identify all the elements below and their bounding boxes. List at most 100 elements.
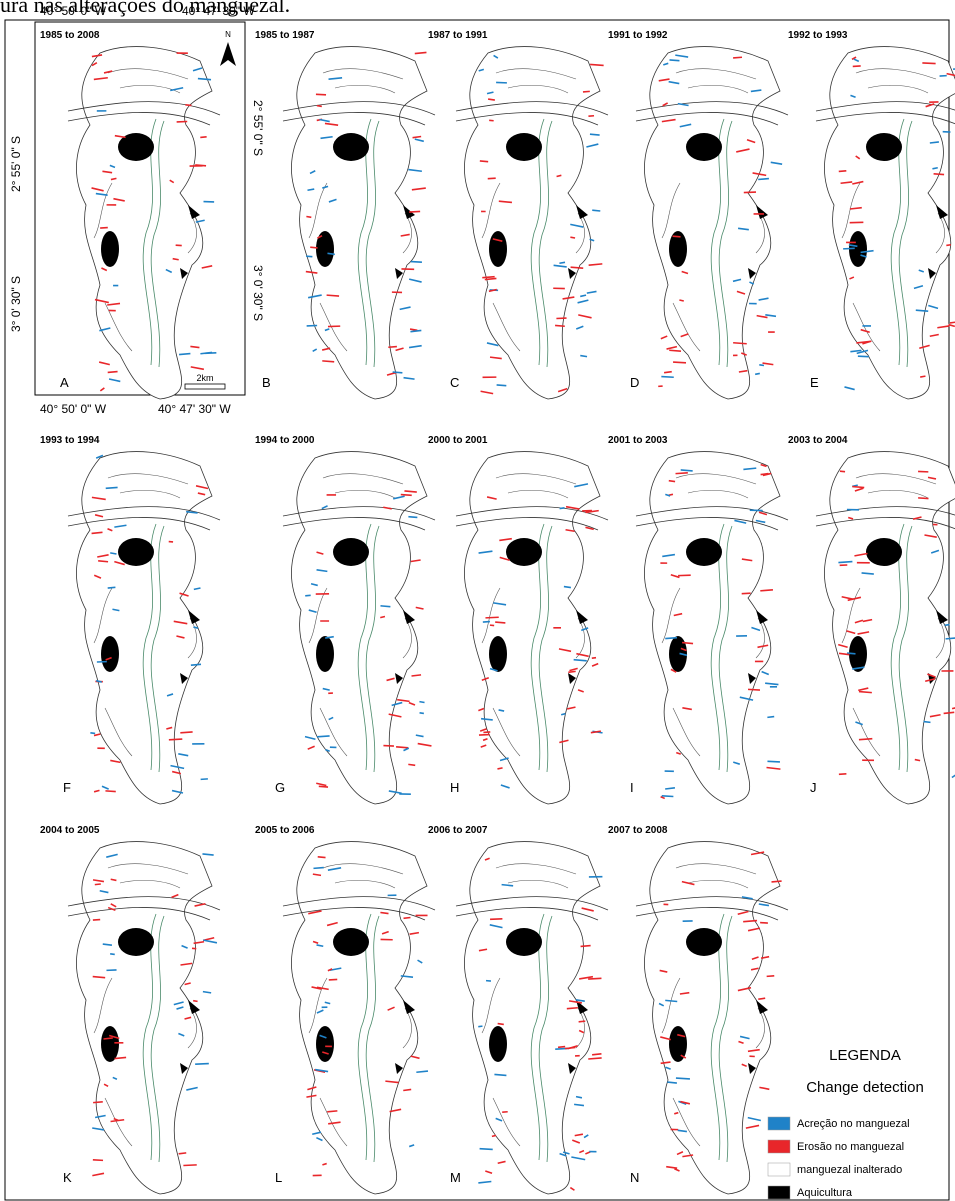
change-mark	[747, 1116, 761, 1122]
panel-letter: E	[810, 375, 819, 390]
change-mark	[308, 609, 317, 614]
change-mark	[849, 276, 855, 280]
change-mark	[114, 524, 127, 528]
change-mark	[489, 356, 502, 360]
change-mark	[107, 906, 116, 912]
change-mark	[856, 349, 869, 355]
change-mark	[736, 290, 746, 295]
map	[67, 841, 221, 1195]
change-mark	[759, 1086, 770, 1091]
map-panel: 1987 to 1991 C	[428, 30, 609, 400]
change-mark	[171, 770, 182, 775]
change-mark	[585, 509, 599, 514]
panel-title: 2000 to 2001	[428, 435, 488, 446]
change-mark	[852, 180, 864, 185]
change-mark	[383, 506, 392, 510]
change-mark	[404, 490, 417, 493]
change-mark	[585, 526, 594, 531]
change-mark	[758, 997, 766, 1000]
change-mark	[91, 496, 106, 501]
change-mark	[412, 135, 422, 139]
change-mark	[403, 1088, 412, 1092]
change-mark	[411, 187, 426, 191]
change-mark	[669, 59, 680, 62]
change-mark	[673, 361, 687, 364]
change-mark	[846, 652, 856, 655]
change-mark	[665, 636, 678, 640]
change-mark	[478, 1025, 483, 1028]
panel-title: 1985 to 1987	[255, 30, 315, 41]
change-mark	[497, 1160, 506, 1165]
change-mark	[306, 1094, 317, 1098]
change-mark	[660, 796, 666, 800]
change-mark	[571, 1156, 586, 1161]
change-mark	[767, 760, 780, 763]
change-mark	[408, 701, 416, 706]
change-mark	[848, 244, 858, 248]
panel-title: 2003 to 2004	[788, 435, 848, 446]
change-mark	[103, 1083, 109, 1088]
change-mark	[838, 169, 847, 173]
change-mark	[114, 134, 126, 139]
change-mark	[937, 325, 950, 329]
change-mark	[195, 485, 209, 490]
change-mark	[396, 745, 409, 749]
change-mark	[304, 735, 316, 741]
change-mark	[478, 707, 485, 712]
change-mark	[495, 1117, 503, 1122]
change-mark	[165, 268, 173, 274]
change-mark	[840, 181, 853, 185]
change-mark	[91, 531, 103, 535]
change-mark	[312, 1131, 322, 1136]
change-mark	[178, 1032, 185, 1037]
change-mark	[670, 668, 677, 673]
panel-letter: K	[63, 1170, 72, 1185]
change-mark	[844, 386, 855, 391]
change-mark	[478, 68, 485, 72]
change-mark	[756, 314, 768, 319]
change-mark	[400, 233, 410, 237]
change-mark	[386, 677, 395, 682]
change-mark	[312, 873, 322, 877]
change-mark	[755, 372, 760, 376]
change-mark	[946, 243, 952, 247]
change-mark	[101, 785, 109, 790]
change-mark	[847, 516, 854, 520]
change-mark	[173, 1001, 184, 1006]
change-mark	[912, 516, 922, 520]
change-mark	[316, 782, 327, 787]
change-mark	[481, 677, 490, 682]
panel-a-frame	[34, 21, 246, 396]
change-mark	[389, 1108, 402, 1113]
change-mark	[854, 552, 868, 557]
change-mark	[755, 519, 766, 524]
change-mark	[324, 1001, 331, 1005]
change-mark	[583, 1134, 589, 1139]
panel-letter: L	[275, 1170, 282, 1185]
change-mark	[918, 269, 925, 273]
change-mark	[380, 605, 391, 608]
legend-label: Aquicultura	[797, 1187, 853, 1199]
change-mark	[582, 90, 590, 93]
scale-bar	[184, 383, 226, 390]
change-mark	[171, 893, 179, 899]
change-mark	[494, 1073, 507, 1077]
panel-title: 1993 to 1994	[40, 435, 100, 446]
change-mark	[658, 78, 670, 82]
panel-a-annotations: 40° 50' 0" W 40° 47' 30" W 40° 50' 0" W …	[9, 4, 265, 416]
change-mark	[860, 249, 874, 254]
change-mark	[564, 1046, 576, 1050]
change-mark	[326, 921, 338, 927]
change-mark	[679, 991, 690, 995]
change-mark	[739, 1035, 750, 1040]
change-mark	[843, 247, 855, 250]
change-mark	[181, 944, 188, 949]
change-mark	[555, 324, 565, 328]
change-mark	[739, 696, 754, 701]
change-mark	[857, 355, 869, 358]
change-mark	[325, 748, 330, 753]
change-mark	[176, 1006, 184, 1010]
change-mark	[757, 644, 769, 649]
change-mark	[488, 288, 497, 293]
change-mark	[557, 387, 568, 393]
